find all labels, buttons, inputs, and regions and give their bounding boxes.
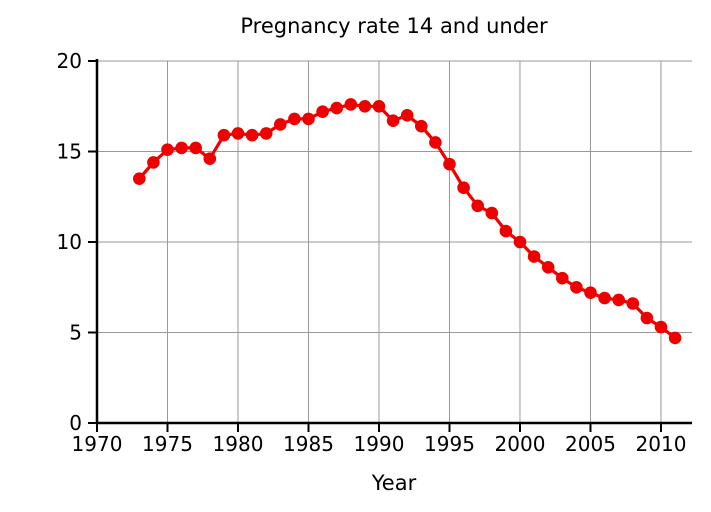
x-tick-label: 1975 (142, 432, 193, 456)
data-point (584, 286, 597, 300)
y-tick-label: 15 (57, 140, 82, 164)
data-point (668, 331, 682, 345)
data-point (457, 181, 470, 194)
tick-labels: 1970 1975 1980 1985 1990 1995 2000 2005 2010 0 5 10… (57, 49, 687, 456)
data-point (485, 206, 499, 220)
data-point (372, 100, 386, 113)
data-point (626, 297, 640, 310)
y-tick-label: 5 (69, 321, 82, 345)
data-point (217, 128, 231, 142)
x-tick-label: 1980 (213, 432, 264, 456)
x-tick-label: 1985 (283, 432, 334, 456)
data-point (274, 118, 287, 131)
x-axis-label: Year (371, 471, 417, 495)
data-point (133, 172, 146, 185)
x-tick-label: 1995 (424, 432, 475, 456)
data-point (527, 250, 541, 263)
data-point (189, 141, 202, 155)
data-point (640, 311, 654, 325)
data-point (386, 114, 400, 127)
data-point (556, 271, 569, 285)
data-point (598, 291, 611, 305)
data-point (499, 224, 513, 238)
y-tick-label: 10 (57, 230, 82, 254)
chart-title: Pregnancy rate 14 and under (240, 14, 548, 38)
data-point (147, 156, 160, 169)
data-point (443, 157, 456, 171)
data-point (245, 128, 259, 142)
data-point (541, 261, 555, 274)
data-point (161, 143, 174, 156)
data-point (288, 112, 301, 126)
data-series (133, 98, 682, 345)
x-tick-label: 2005 (565, 432, 616, 456)
axes (88, 59, 692, 432)
data-point (358, 100, 372, 113)
x-tick-label: 1970 (72, 432, 123, 456)
data-point (400, 109, 414, 122)
data-point (570, 281, 583, 294)
x-tick-label: 1990 (354, 432, 405, 456)
data-point (302, 112, 315, 126)
data-point (259, 127, 273, 140)
data-point (612, 293, 625, 307)
data-point (344, 98, 358, 111)
data-point (415, 119, 428, 133)
x-tick-label: 2010 (636, 432, 687, 456)
x-tick-label: 2000 (495, 432, 546, 456)
data-point (231, 127, 245, 140)
data-point (654, 320, 668, 334)
y-tick-label: 20 (57, 49, 82, 73)
data-point (513, 235, 527, 249)
data-point (175, 141, 188, 155)
data-point (203, 152, 217, 165)
data-point (429, 136, 442, 149)
data-point (316, 105, 329, 118)
data-point (330, 101, 344, 115)
data-point (471, 199, 485, 213)
y-tick-label: 0 (69, 411, 82, 435)
